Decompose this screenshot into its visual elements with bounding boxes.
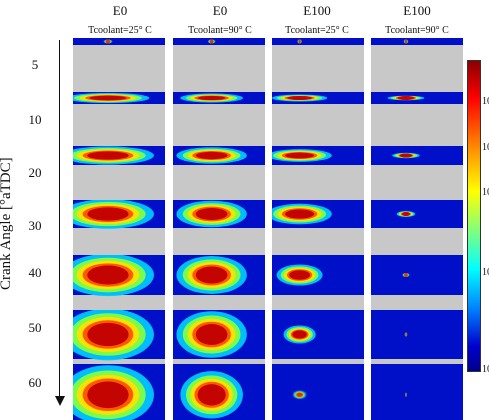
column-header-3: E100 Tcoolant=25° C xyxy=(267,4,367,37)
row-label: 5 xyxy=(31,57,39,72)
colorbar-tick: 10 xyxy=(482,187,489,198)
flame-image-panel xyxy=(73,310,165,366)
flame-image-panel xyxy=(173,255,265,311)
flame-image-panel xyxy=(173,38,265,94)
column-coolant-label: Tcoolant=25° C xyxy=(285,25,349,36)
flame-image-panel xyxy=(73,38,165,94)
column-header-1: E0 Tcoolant=25° C xyxy=(70,4,170,37)
flame-image-panel xyxy=(272,255,364,311)
axis-arrow-icon xyxy=(55,396,65,406)
flame-image-panel xyxy=(73,200,165,256)
crank-angle-axis-title: Crank Angle [°aTDC] xyxy=(0,157,14,290)
flame-image-panel xyxy=(272,200,364,256)
flame-image-panel xyxy=(173,364,265,420)
flame-image-panel xyxy=(371,200,463,256)
flame-image-panel xyxy=(371,38,463,94)
colorbar-tick: 10 xyxy=(482,142,489,153)
flame-image-panel xyxy=(371,310,463,366)
flame-image-panel xyxy=(173,200,265,256)
flame-image-panel xyxy=(73,364,165,420)
flame-image-panel xyxy=(272,146,364,202)
row-label: 30 xyxy=(28,218,42,233)
column-coolant-label: Tcoolant=90° C xyxy=(385,25,449,36)
flame-image-panel xyxy=(272,38,364,94)
column-header-2: E0 Tcoolant=90° C xyxy=(170,4,270,37)
column-coolant-label: Tcoolant=25° C xyxy=(88,25,152,36)
column-fuel-label: E0 xyxy=(112,3,128,18)
flame-image-panel xyxy=(173,310,265,366)
flame-image-panel xyxy=(371,255,463,311)
column-coolant-label: Tcoolant=90° C xyxy=(188,25,252,36)
flame-image-panel xyxy=(173,92,265,148)
colorbar-tick: 10 xyxy=(482,96,489,107)
flame-image-panel xyxy=(272,364,364,420)
flame-image-panel xyxy=(73,255,165,311)
colorbar-tick: 10 xyxy=(482,364,489,375)
row-label: 20 xyxy=(28,165,42,180)
crank-angle-axis-line xyxy=(59,40,60,398)
flame-image-panel xyxy=(371,146,463,202)
colorbar xyxy=(467,60,481,372)
flame-image-panel xyxy=(272,310,364,366)
row-label: 40 xyxy=(28,265,42,280)
row-label: 10 xyxy=(28,112,42,127)
column-fuel-label: E0 xyxy=(212,3,228,18)
flame-image-panel xyxy=(371,364,463,420)
column-fuel-label: E100 xyxy=(303,3,331,18)
flame-image-panel xyxy=(173,146,265,202)
row-label: 50 xyxy=(28,320,42,335)
row-label: 60 xyxy=(28,375,42,390)
flame-image-panel xyxy=(73,146,165,202)
colorbar-tick: 10 xyxy=(482,267,489,278)
flame-image-panel xyxy=(73,92,165,148)
flame-image-panel xyxy=(272,92,364,148)
flame-image-panel xyxy=(371,92,463,148)
column-header-4: E100 Tcoolant=90° C xyxy=(367,4,467,37)
column-fuel-label: E100 xyxy=(403,3,431,18)
